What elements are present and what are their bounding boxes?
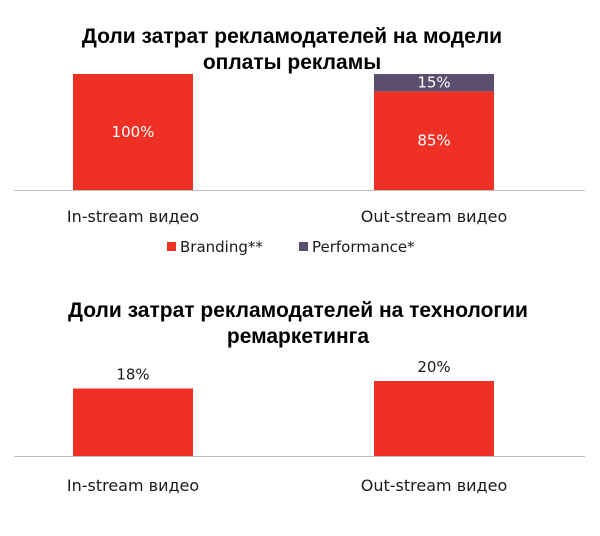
chart1-bar-performance-1 — [374, 74, 494, 92]
chart2-title-line2: ремаркетинга — [226, 325, 370, 348]
chart1-title-line2: оплаты рекламы — [202, 51, 382, 74]
chart2-title-line1: Доли затрат рекламодателей на технологии — [68, 299, 528, 322]
chart1-title-line1: Доли затрат рекламодателей на модели — [81, 25, 503, 48]
chart2-data-label-1: 20% — [417, 358, 450, 376]
chart1-data-label-performance-1: 15% — [417, 74, 450, 92]
chart1-data-label-branding-1: 85% — [417, 132, 450, 150]
chart2-bar-0 — [73, 388, 193, 456]
chart1-x-tick-label-1: Out-stream видео — [361, 207, 507, 226]
chart1-legend-label-performance: Performance* — [312, 238, 415, 256]
chart2-data-label-0: 18% — [116, 366, 149, 384]
chart2-bar-1 — [374, 381, 494, 456]
chart1-bar-branding-1 — [374, 91, 494, 190]
chart2-x-tick-label-1: Out-stream видео — [361, 476, 507, 495]
chart1-title: Доли затрат рекламодателей на модели опл… — [0, 24, 592, 76]
chart1-legend-swatch-performance — [299, 242, 308, 251]
chart1-x-tick-label-0: In-stream видео — [67, 207, 199, 226]
chart1-bar-branding-0 — [73, 74, 193, 190]
chart2-x-tick-label-0: In-stream видео — [67, 476, 199, 495]
chart1-legend-label-branding: Branding** — [180, 238, 263, 256]
chart1-data-label-branding-0: 100% — [112, 123, 155, 141]
chart2-title: Доли затрат рекламодателей на технологии… — [0, 298, 598, 350]
chart1-legend-swatch-branding — [167, 242, 176, 251]
